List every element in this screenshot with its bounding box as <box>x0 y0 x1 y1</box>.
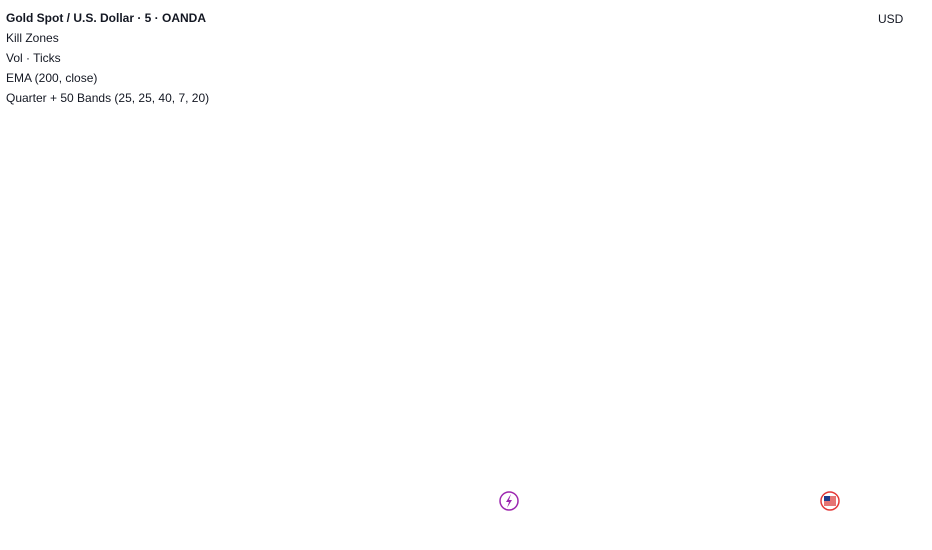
currency-box[interactable] <box>868 6 928 34</box>
indicator: Kill Zones <box>6 31 59 45</box>
indicator: Vol · Ticks <box>6 51 61 65</box>
currency-label[interactable]: USD <box>878 12 904 26</box>
time-axis-bg <box>0 520 862 550</box>
chart-title: Gold Spot / U.S. Dollar · 5 · OANDA <box>6 11 206 25</box>
legend: Gold Spot / U.S. Dollar · 5 · OANDA Kill… <box>6 11 209 105</box>
indicator: Quarter + 50 Bands (25, 25, 40, 7, 20) <box>6 91 209 105</box>
indicator: EMA (200, close) <box>6 71 97 85</box>
lightning-icon[interactable] <box>499 491 519 511</box>
price-axis-bg <box>862 0 932 550</box>
us-flag-icon[interactable] <box>820 491 840 511</box>
